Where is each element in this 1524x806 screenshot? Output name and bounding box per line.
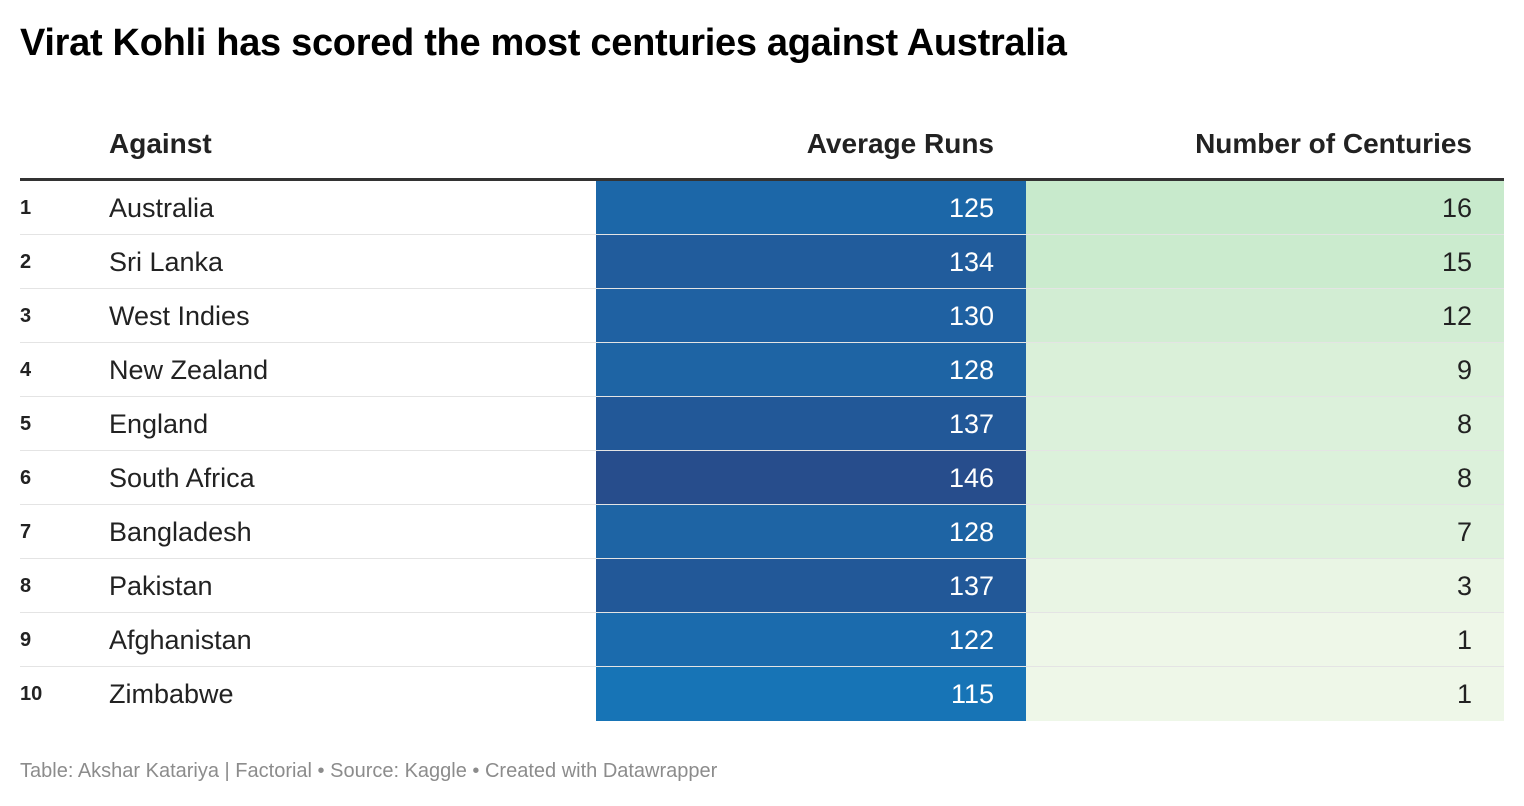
row-average-runs: 137 <box>596 559 1026 613</box>
row-centuries: 15 <box>1026 235 1504 289</box>
column-header-centuries[interactable]: Number of Centuries <box>1195 128 1472 159</box>
row-centuries: 9 <box>1026 343 1504 397</box>
table-row: 122 1 9 Afghanistan <box>20 613 1504 667</box>
column-header-against[interactable]: Against <box>109 128 212 159</box>
table-row: 137 8 5 England <box>20 397 1504 451</box>
row-against: West Indies <box>109 301 250 331</box>
row-centuries: 8 <box>1026 397 1504 451</box>
row-against: South Africa <box>109 463 255 493</box>
row-against: Bangladesh <box>109 517 252 547</box>
row-against: Zimbabwe <box>109 679 234 709</box>
row-average-runs: 130 <box>596 289 1026 343</box>
row-average-runs: 122 <box>596 613 1026 667</box>
table-row: 134 15 2 Sri Lanka <box>20 235 1504 289</box>
row-rank: 10 <box>20 683 43 705</box>
source-footer: Table: Akshar Katariya | Factorial • Sou… <box>20 760 718 782</box>
row-centuries: 1 <box>1026 667 1504 721</box>
row-against: Afghanistan <box>109 625 252 655</box>
column-header-average-runs[interactable]: Average Runs <box>806 128 994 159</box>
row-average-runs: 128 <box>596 343 1026 397</box>
row-rank: 6 <box>20 467 32 489</box>
row-centuries: 7 <box>1026 505 1504 559</box>
row-against: Australia <box>109 193 215 223</box>
row-rank: 9 <box>20 629 32 651</box>
row-rank: 8 <box>20 575 32 597</box>
table-header: Against Average Runs Number of Centuries <box>20 110 1504 181</box>
row-rank: 2 <box>20 251 32 273</box>
row-rank: 3 <box>20 305 32 327</box>
chart-title: Virat Kohli has scored the most centurie… <box>20 22 1067 64</box>
row-against: England <box>109 409 209 439</box>
row-average-runs: 128 <box>596 505 1026 559</box>
row-average-runs: 134 <box>596 235 1026 289</box>
row-centuries: 1 <box>1026 613 1504 667</box>
row-rank: 4 <box>20 359 32 381</box>
row-against: New Zealand <box>109 355 269 385</box>
table-row: 137 3 8 Pakistan <box>20 559 1504 613</box>
data-table: Against Average Runs Number of Centuries… <box>20 110 1504 721</box>
row-centuries: 8 <box>1026 451 1504 505</box>
row-against: Sri Lanka <box>109 247 224 277</box>
row-average-runs: 125 <box>596 181 1026 235</box>
row-average-runs: 137 <box>596 397 1026 451</box>
table-row: 128 7 7 Bangladesh <box>20 505 1504 559</box>
row-rank: 1 <box>20 197 32 219</box>
row-rank: 7 <box>20 521 32 543</box>
row-average-runs: 115 <box>596 667 1026 721</box>
row-centuries: 12 <box>1026 289 1504 343</box>
table-row: 115 1 10 Zimbabwe <box>20 667 1504 721</box>
row-against: Pakistan <box>109 571 213 601</box>
table-row: 125 16 1 Australia <box>20 181 1504 235</box>
row-centuries: 16 <box>1026 181 1504 235</box>
table-row: 128 9 4 New Zealand <box>20 343 1504 397</box>
row-centuries: 3 <box>1026 559 1504 613</box>
table-body: 125 16 1 Australia 134 15 2 Sri Lanka 130 12 3 West… <box>20 181 1504 721</box>
row-average-runs: 146 <box>596 451 1026 505</box>
table-row: 146 8 6 South Africa <box>20 451 1504 505</box>
table-row: 130 12 3 West Indies <box>20 289 1504 343</box>
row-rank: 5 <box>20 413 32 435</box>
